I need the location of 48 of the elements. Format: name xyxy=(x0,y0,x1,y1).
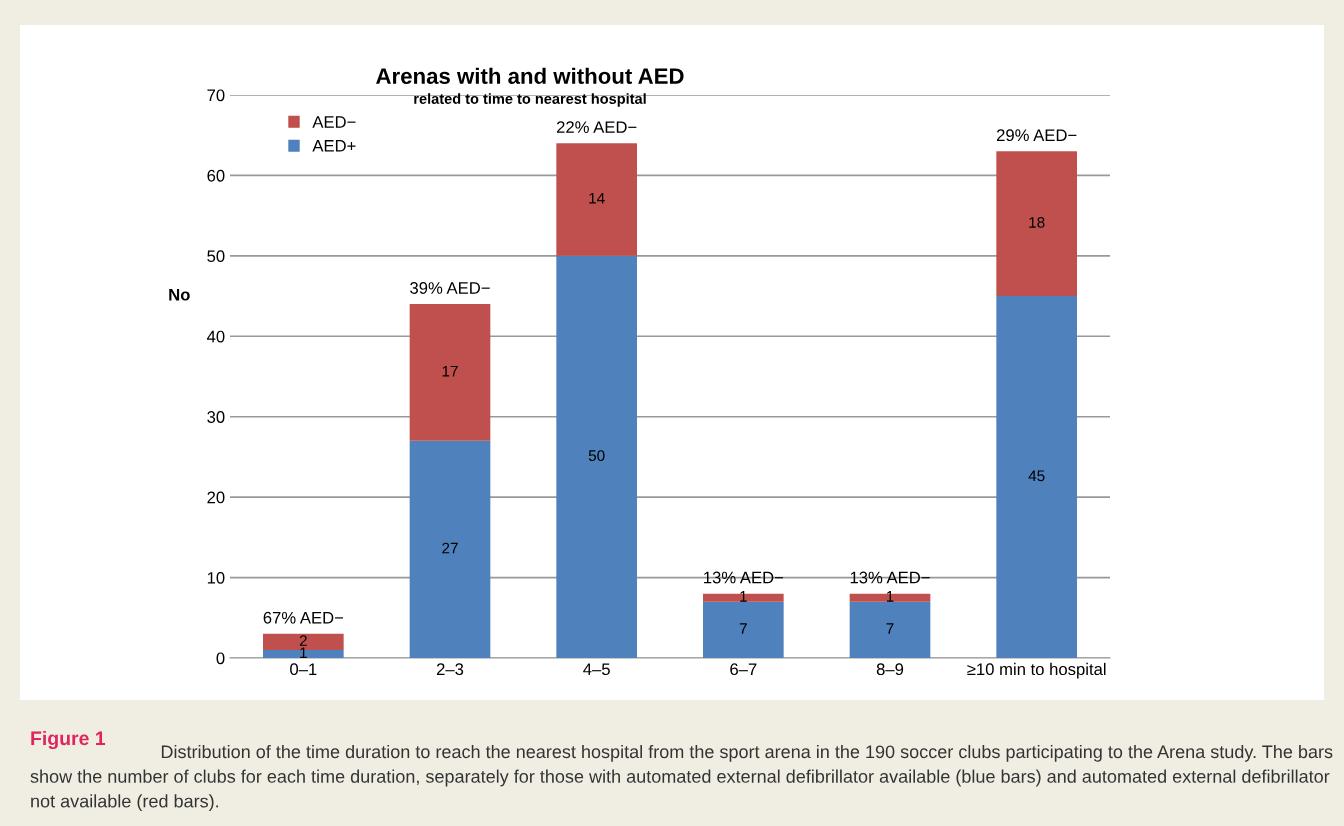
data-label: 1 xyxy=(300,647,307,658)
x-tick-label: 4–5 xyxy=(583,663,610,676)
y-tick-label: 70 xyxy=(207,89,225,102)
y-tick-label: 40 xyxy=(206,330,225,343)
annotation: 39% AED− xyxy=(410,282,490,294)
data-label: 27 xyxy=(442,542,458,554)
legend-label: AED− xyxy=(312,116,356,128)
x-tick-label: 8–9 xyxy=(876,663,904,676)
chart-subtitle: related to time to nearest hospital xyxy=(414,93,646,107)
bar xyxy=(556,143,637,256)
bar xyxy=(409,440,491,658)
chart-title: Arenas with and without AED xyxy=(376,67,684,84)
x-tick-label: 2–3 xyxy=(436,663,464,676)
y-axis-title: No xyxy=(169,288,190,301)
data-label: 1 xyxy=(886,591,894,602)
data-label: 45 xyxy=(1028,470,1045,482)
y-tick-label: 30 xyxy=(207,411,225,423)
y-tick-label: 50 xyxy=(207,250,225,263)
y-tick-label: 10 xyxy=(207,571,225,584)
bar xyxy=(996,151,1077,297)
x-tick-label: 6–7 xyxy=(730,663,757,676)
data-label: 1 xyxy=(740,591,747,602)
data-label: 18 xyxy=(1029,216,1045,228)
y-tick-label: 0 xyxy=(216,652,225,665)
data-label: 7 xyxy=(739,623,747,634)
annotation: 13% AED− xyxy=(704,571,784,584)
data-label: 2 xyxy=(299,635,307,646)
annotation: 22% AED− xyxy=(556,121,637,133)
y-tick-label: 60 xyxy=(207,169,225,182)
bar xyxy=(849,593,931,602)
data-label: 17 xyxy=(442,365,458,377)
bar xyxy=(409,304,491,441)
data-label: 14 xyxy=(589,193,605,204)
data-label: 7 xyxy=(886,623,894,634)
y-tick-label: 20 xyxy=(207,491,225,504)
annotation: 13% AED− xyxy=(850,571,930,584)
bar xyxy=(703,601,784,658)
x-tick-label: 0–1 xyxy=(290,663,317,676)
bar xyxy=(556,255,637,658)
bar xyxy=(996,296,1077,658)
x-tick-label: ≥10 min to hospital xyxy=(967,662,1106,679)
bar xyxy=(263,649,344,658)
data-label: 50 xyxy=(588,450,605,462)
annotation: 29% AED− xyxy=(996,129,1077,142)
bar xyxy=(849,601,931,658)
annotation: 67% AED− xyxy=(263,611,344,624)
bar xyxy=(703,593,784,602)
legend-label: AED+ xyxy=(312,140,356,152)
